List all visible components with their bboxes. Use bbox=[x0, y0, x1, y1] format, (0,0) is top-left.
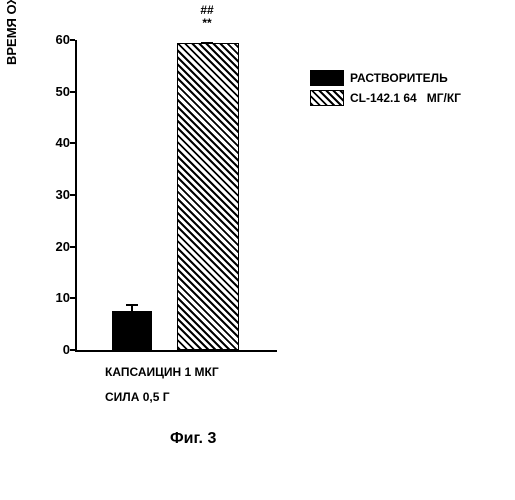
legend-unit: МГ/КГ bbox=[427, 91, 461, 105]
legend: РАСТВОРИТЕЛЬ CL-142.1 64 МГ/КГ bbox=[310, 70, 461, 110]
legend-swatch-solid bbox=[310, 70, 344, 86]
y-tick-label: 10 bbox=[50, 290, 70, 305]
error-cap bbox=[201, 42, 213, 44]
y-tick-label: 30 bbox=[50, 187, 70, 202]
y-tick-label: 40 bbox=[50, 135, 70, 150]
figure-caption: Фиг. 3 bbox=[170, 430, 216, 448]
x-sub-label: СИЛА 0,5 Г bbox=[105, 390, 170, 404]
plot-area: ##** bbox=[75, 40, 277, 352]
error-cap bbox=[126, 304, 138, 306]
chart-container: ВРЕМЯ ОЖИДАНИЯ (С) 0102030405060 ##** РА… bbox=[10, 10, 505, 490]
legend-item-cl142: CL-142.1 64 МГ/КГ bbox=[310, 90, 461, 106]
y-tick-label: 20 bbox=[50, 239, 70, 254]
significance-mark: ## bbox=[177, 3, 237, 17]
legend-label: CL-142.1 64 bbox=[350, 91, 417, 105]
y-tick-label: 0 bbox=[50, 342, 70, 357]
legend-swatch-hatch bbox=[310, 90, 344, 106]
y-tick-label: 50 bbox=[50, 84, 70, 99]
bar-vehicle bbox=[112, 311, 152, 350]
significance-mark: ** bbox=[177, 16, 237, 30]
bar-cl142 bbox=[177, 43, 239, 350]
x-group-label: КАПСАИЦИН 1 МКГ bbox=[105, 365, 219, 379]
y-tick-label: 60 bbox=[50, 32, 70, 47]
y-axis-label: ВРЕМЯ ОЖИДАНИЯ (С) bbox=[4, 0, 19, 65]
legend-item-vehicle: РАСТВОРИТЕЛЬ bbox=[310, 70, 461, 86]
legend-label: РАСТВОРИТЕЛЬ bbox=[350, 71, 448, 85]
